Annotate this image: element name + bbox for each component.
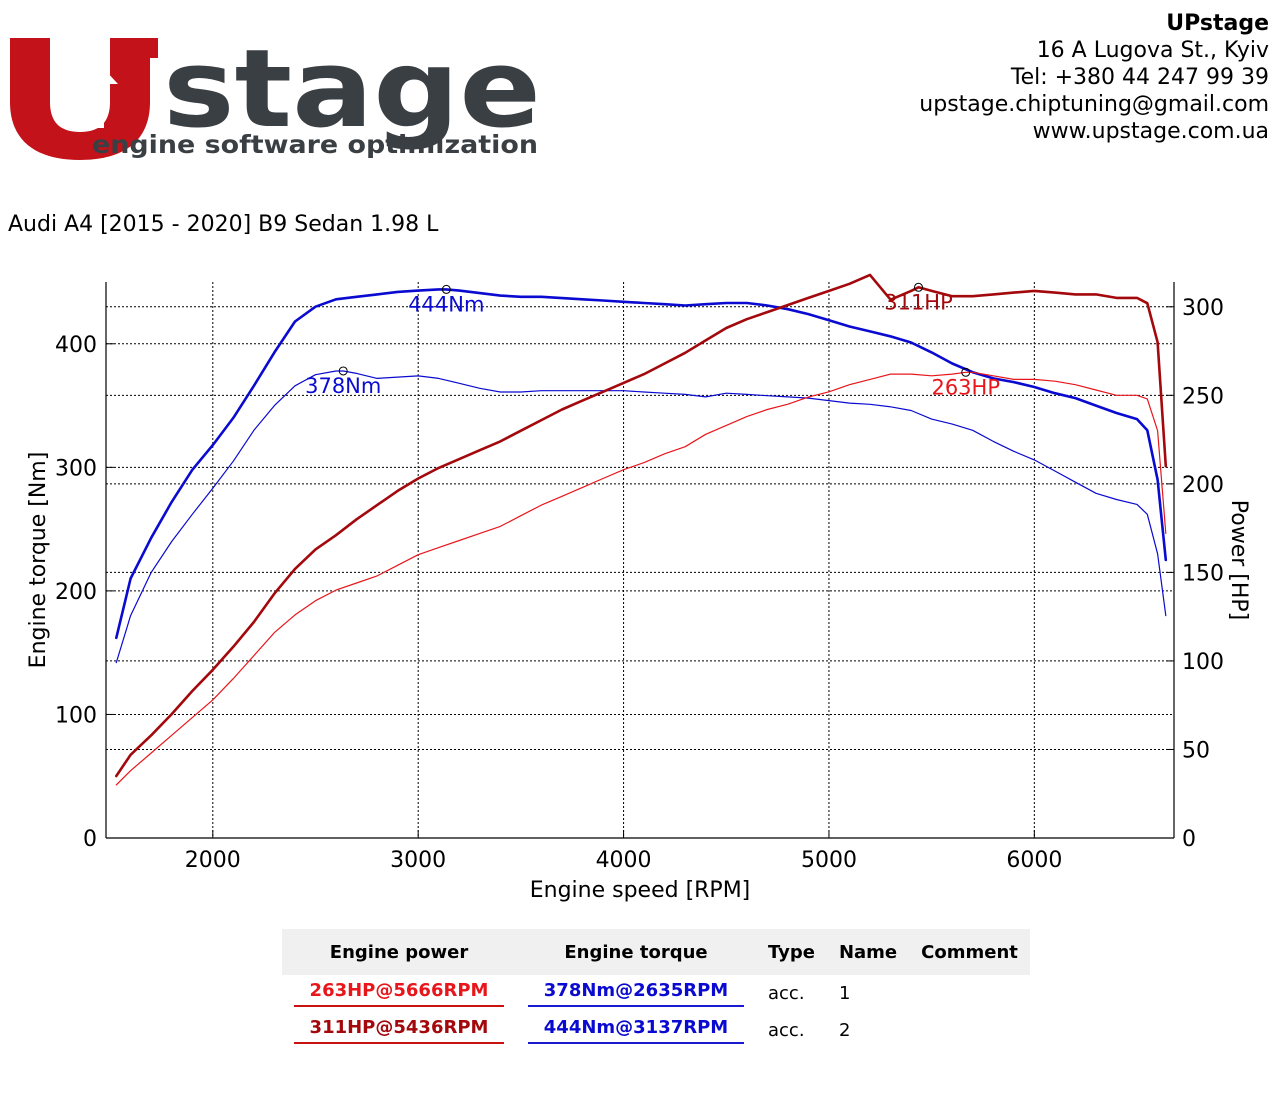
chart-annotations: 444Nm 378Nm 311HP 263HP — [305, 282, 1000, 399]
series-line-3 — [115, 371, 1167, 786]
peak-marker — [338, 366, 348, 376]
power-cell: 263HP@5666RPM — [282, 975, 516, 1012]
contact-block: UPstage 16 A Lugova St., Kyiv Tel: +380 … — [919, 10, 1269, 145]
y-right-tick-label: 150 — [1182, 561, 1224, 586]
logo-u-mark — [10, 38, 158, 160]
header-comment: Comment — [909, 929, 1030, 975]
y-right-tick-label: 200 — [1182, 473, 1224, 498]
name-cell: 1 — [838, 983, 851, 1004]
chart-series — [115, 273, 1168, 786]
header-name: Name — [826, 929, 910, 975]
upstage-logo: stage engine software optimization — [10, 36, 541, 160]
header-engine-torque: Engine torque — [516, 929, 756, 975]
company-address: 16 A Lugova St., Kyiv — [1036, 38, 1269, 63]
y-left-tick-label: 400 — [55, 333, 97, 358]
results-table: Engine power Engine torque Type Name Com… — [282, 929, 1030, 1049]
peak-marker — [961, 367, 971, 377]
vehicle-title: Audi A4 [2015 - 2020] B9 Sedan 1.98 L — [8, 212, 439, 237]
y-left-tick-label: 0 — [83, 827, 97, 852]
header-type: Type — [756, 929, 827, 975]
header-engine-power: Engine power — [282, 929, 516, 975]
logo-wordmark: stage — [163, 36, 541, 152]
type-cell: acc. — [768, 1020, 805, 1041]
y-right-tick-label: 250 — [1182, 384, 1224, 409]
x-tick-label: 2000 — [185, 848, 241, 873]
peak-label: 263HP — [931, 375, 1000, 399]
company-website[interactable]: www.upstage.com.ua — [1032, 119, 1269, 144]
peak-label: 311HP — [884, 290, 953, 314]
name-cell: 2 — [838, 1020, 851, 1041]
y-left-axis-title: Engine torque [Nm] — [26, 452, 51, 669]
y-right-axis-title: Power [HP] — [1226, 500, 1251, 620]
company-name: UPstage — [1166, 11, 1269, 36]
logo-tagline: engine software optimization — [92, 130, 538, 159]
chart-grid — [106, 282, 1174, 838]
peak-marker — [914, 282, 924, 292]
x-tick-label: 4000 — [596, 848, 652, 873]
series-line-1 — [115, 370, 1167, 664]
x-tick-label: 5000 — [801, 848, 857, 873]
torque-cell: 444Nm@3137RPM — [516, 1012, 756, 1049]
x-axis-title: Engine speed [RPM] — [530, 878, 751, 903]
y-left-tick-label: 200 — [55, 580, 97, 605]
y-right-tick-label: 50 — [1182, 738, 1210, 763]
table-row: 263HP@5666RPM 378Nm@2635RPM acc. 1 — [282, 975, 1030, 1012]
y-left-tick-label: 300 — [55, 456, 97, 481]
peak-label: 378Nm — [305, 374, 381, 398]
series-line-2 — [115, 288, 1168, 640]
series-line-4 — [115, 273, 1168, 778]
y-right-tick-label: 300 — [1182, 296, 1224, 321]
power-cell: 311HP@5436RPM — [282, 1012, 516, 1049]
results-header-row: Engine power Engine torque Type Name Com… — [282, 929, 1030, 975]
table-row: 311HP@5436RPM 444Nm@3137RPM acc. 2 — [282, 1012, 1030, 1049]
chart-axes: 2000 3000 4000 5000 600001002003004000501001… — [26, 282, 1251, 903]
comment-cell — [909, 1012, 1030, 1049]
y-right-tick-label: 0 — [1182, 827, 1196, 852]
company-email[interactable]: upstage.chiptuning@gmail.com — [919, 92, 1269, 117]
peak-label: 444Nm — [408, 292, 484, 316]
type-cell: acc. — [768, 983, 805, 1004]
company-phone: Tel: +380 44 247 99 39 — [1010, 65, 1269, 90]
peak-marker — [441, 284, 451, 294]
x-tick-label: 6000 — [1006, 848, 1062, 873]
comment-cell — [909, 975, 1030, 1012]
y-left-tick-label: 100 — [55, 703, 97, 728]
torque-cell: 378Nm@2635RPM — [516, 975, 756, 1012]
x-tick-label: 3000 — [390, 848, 446, 873]
y-right-tick-label: 100 — [1182, 650, 1224, 675]
